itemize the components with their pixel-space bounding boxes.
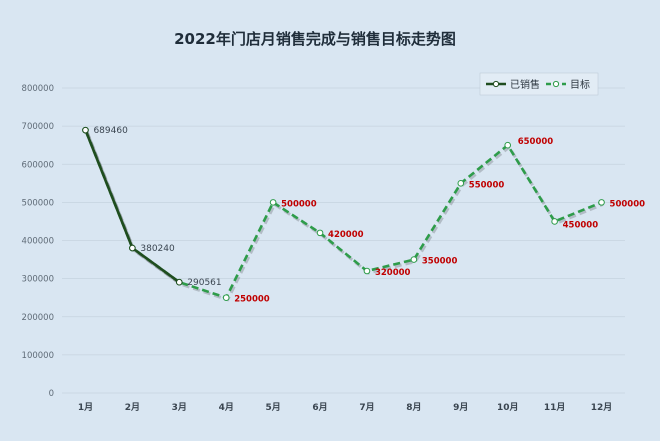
y-tick-label: 700000 xyxy=(22,122,54,132)
x-tick-label: 6月 xyxy=(312,402,327,413)
target-data-point xyxy=(457,180,465,187)
y-tick-label: 100000 xyxy=(22,351,54,361)
x-tick-label: 9月 xyxy=(453,402,468,413)
sold-data-label: 290561 xyxy=(187,278,221,288)
target-data-label: 250000 xyxy=(234,295,270,305)
target-data-label: 420000 xyxy=(328,230,364,240)
legend: 已销售 目标 xyxy=(479,72,599,96)
y-tick-label: 400000 xyxy=(22,237,54,247)
target-data-point xyxy=(316,229,324,237)
target-data-point xyxy=(269,199,277,206)
x-tick-label: 4月 xyxy=(219,402,234,413)
target-data-label: 450000 xyxy=(563,220,599,230)
sold-data-point xyxy=(129,244,136,252)
data-labels: 689460 380240 290561 250000 500000 420000 3200… xyxy=(93,126,645,305)
x-tick-label: 2月 xyxy=(125,402,140,413)
series-shadow xyxy=(85,131,182,286)
x-tick-label: 1月 xyxy=(78,402,93,413)
sold-data-point xyxy=(175,278,183,286)
target-data-point xyxy=(410,256,418,263)
x-axis-ticks: 1月 2月 3月 4月 5月 6月 7月 8月 9月 10月 11月 12月 xyxy=(78,402,612,413)
series-lines xyxy=(82,126,605,302)
x-tick-label: 8月 xyxy=(406,402,421,413)
sold-data-point xyxy=(82,126,89,134)
target-data-label: 500000 xyxy=(281,199,317,209)
sold-data-label: 689460 xyxy=(93,126,128,136)
target-data-point xyxy=(598,199,605,206)
x-tick-label: 3月 xyxy=(172,402,187,413)
target-data-label: 650000 xyxy=(518,137,554,147)
target-data-label: 550000 xyxy=(469,180,505,190)
x-tick-label: 10月 xyxy=(497,402,519,413)
sold-series-line xyxy=(84,129,181,284)
x-tick-label: 7月 xyxy=(359,402,374,413)
target-data-label: 500000 xyxy=(610,199,646,209)
target-data-point xyxy=(551,218,558,225)
y-tick-label: 600000 xyxy=(22,160,54,170)
legend-box xyxy=(479,72,599,96)
legend-sold-marker-icon xyxy=(492,80,500,88)
target-data-label: 320000 xyxy=(375,268,411,278)
target-data-label: 350000 xyxy=(422,257,458,267)
y-tick-label: 500000 xyxy=(22,198,54,208)
x-tick-label: 12月 xyxy=(591,402,613,413)
series-shadow xyxy=(85,131,604,302)
chart-title: 2022年门店月销售完成与销售目标走势图 xyxy=(174,30,456,48)
y-tick-label: 800000 xyxy=(22,84,54,94)
grid-lines xyxy=(62,87,625,394)
x-tick-label: 5月 xyxy=(265,402,280,413)
y-tick-label: 0 xyxy=(49,389,54,399)
y-axis-ticks: 0 100000 200000 300000 400000 500000 600000 700… xyxy=(22,84,54,399)
target-data-point xyxy=(504,141,512,149)
target-data-point xyxy=(222,294,230,301)
target-data-point xyxy=(363,267,371,275)
sold-data-label: 380240 xyxy=(140,244,175,254)
legend-target-label: 目标 xyxy=(570,79,590,91)
legend-target-marker-icon xyxy=(552,80,560,88)
y-tick-label: 200000 xyxy=(22,313,54,323)
y-tick-label: 300000 xyxy=(22,275,54,285)
x-tick-label: 11月 xyxy=(544,402,566,413)
legend-sold-label: 已销售 xyxy=(510,78,540,91)
